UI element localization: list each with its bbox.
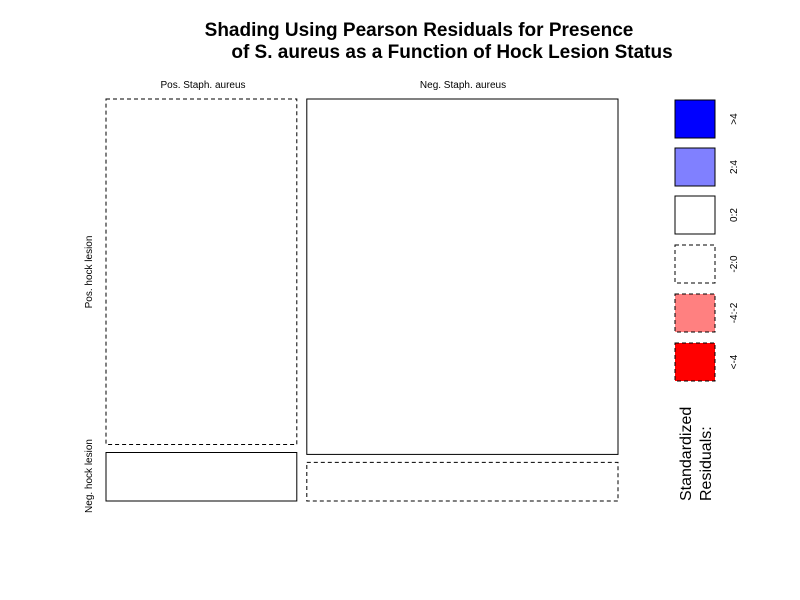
legend-swatch-gt4 [674,99,716,139]
row-label-pos-hock: Pos. hock lesion [84,236,95,309]
legend-swatch-0to2 [674,195,716,235]
legend-title-line-2: Residuals: [698,426,715,501]
legend-label-2to4: 2:4 [729,160,740,174]
legend-label-0to2: 0:2 [729,208,740,222]
legend-label-minus2to0: -2:0 [729,255,740,273]
cell-neg-staph-pos-hock [306,98,619,455]
cell-pos-staph-pos-hock [105,98,298,445]
legend-swatch-2to4 [674,147,716,187]
chart-title-line-1: Shading Using Pearson Residuals for Pres… [205,20,634,41]
column-label-neg-staph: Neg. Staph. aureus [420,80,506,91]
cell-pos-staph-neg-hock [105,452,298,502]
chart-title-line-2: of S. aureus as a Function of Hock Lesio… [231,42,672,63]
legend-swatch-minus4to-minus2 [674,293,716,333]
legend-swatch-minus2to0 [674,244,716,284]
column-label-pos-staph: Pos. Staph. aureus [160,80,245,91]
legend-label-minus4to-minus2: -4:-2 [729,302,740,323]
legend-label-lt-minus4: <-4 [729,354,740,369]
row-label-neg-hock: Neg. hock lesion [84,439,95,513]
cell-neg-staph-neg-hock [306,461,619,502]
legend-swatch-lt-minus4 [674,342,716,382]
mosaic-cells [105,98,619,502]
legend: >4 2:4 0:2 -2:0 -4:-2 <-4 Standardized R… [674,99,740,501]
legend-title-line-1: Standardized [678,407,695,501]
legend-label-gt4: >4 [729,113,740,125]
